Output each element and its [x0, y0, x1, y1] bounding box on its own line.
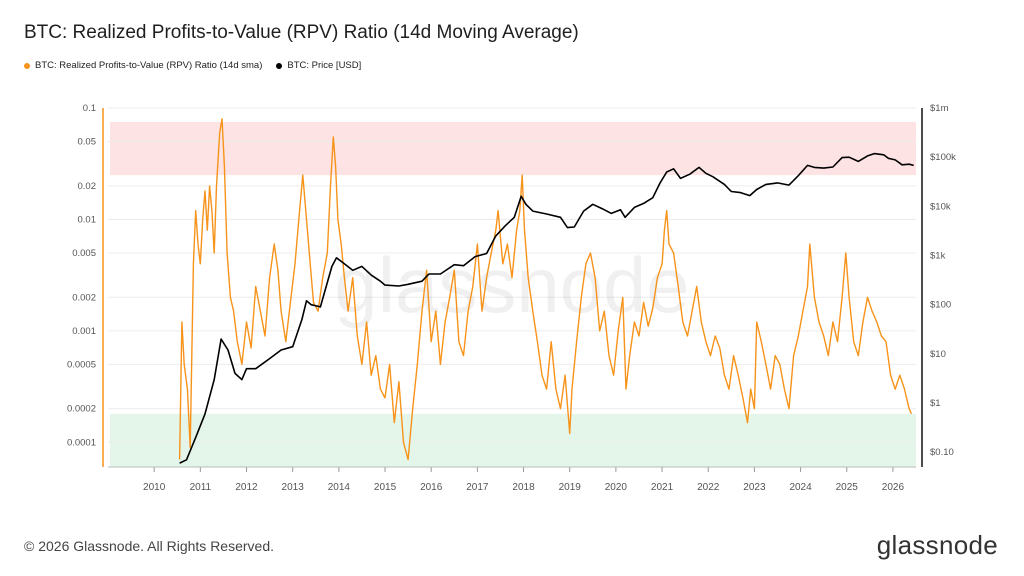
- x-tick-label: 2016: [420, 482, 443, 493]
- x-tick-label: 2018: [512, 482, 535, 493]
- legend-label-rpv: BTC: Realized Profits-to-Value (RPV) Rat…: [35, 60, 263, 71]
- left-tick-label: 0.0005: [67, 359, 96, 370]
- left-tick-label: 0.005: [72, 248, 96, 259]
- right-tick-label: $1k: [930, 251, 946, 262]
- brand-logo: glassnode: [876, 530, 998, 560]
- x-tick-label: 2021: [651, 482, 674, 493]
- x-tick-label: 2013: [282, 482, 305, 493]
- right-tick-label: $1: [930, 398, 941, 409]
- left-tick-label: 0.0002: [67, 404, 96, 415]
- legend-item-rpv[interactable]: BTC: Realized Profits-to-Value (RPV) Rat…: [24, 60, 262, 71]
- right-tick-label: $10: [930, 349, 946, 360]
- right-tick-label: $0.10: [930, 447, 954, 458]
- x-tick-label: 2015: [374, 482, 397, 493]
- x-tick-label: 2023: [743, 482, 766, 493]
- x-tick-label: 2020: [605, 482, 628, 493]
- band-high: [110, 121, 916, 176]
- legend-item-price[interactable]: BTC: Price [USD]: [276, 60, 361, 71]
- legend-label-price: BTC: Price [USD]: [287, 60, 362, 71]
- legend: BTC: Realized Profits-to-Value (RPV) Rat…: [24, 60, 361, 71]
- left-tick-label: 0.0001: [67, 437, 96, 448]
- x-tick-label: 2025: [836, 482, 859, 493]
- chart-title: BTC: Realized Profits-to-Value (RPV) Rat…: [24, 22, 579, 43]
- left-tick-label: 0.002: [72, 292, 96, 303]
- legend-dot-price: [276, 62, 283, 69]
- x-tick-label: 2011: [190, 482, 212, 493]
- right-tick-label: $1m: [930, 103, 949, 114]
- x-tick-label: 2012: [235, 482, 258, 493]
- right-tick-label: $100k: [930, 152, 956, 163]
- x-tick-label: 2019: [559, 482, 582, 493]
- x-tick-label: 2022: [697, 482, 720, 493]
- left-tick-label: 0.01: [78, 214, 97, 225]
- x-tick-label: 2010: [143, 482, 166, 493]
- series-line-price: [179, 152, 914, 464]
- x-tick-label: 2024: [789, 482, 812, 493]
- right-tick-label: $100: [930, 300, 951, 311]
- legend-dot-rpv: [24, 62, 30, 69]
- right-tick-label: $10k: [930, 201, 951, 212]
- x-tick-label: 2017: [466, 482, 489, 493]
- copyright-text: © 2026 Glassnode. All Rights Reserved.: [24, 538, 275, 554]
- band-low: [110, 413, 916, 467]
- left-tick-label: 0.001: [72, 326, 96, 337]
- left-tick-label: 0.05: [78, 137, 97, 148]
- series-line-rpv: [178, 118, 913, 461]
- left-tick-label: 0.02: [78, 181, 97, 192]
- x-tick-label: 2014: [328, 482, 351, 493]
- x-tick-label: 2026: [882, 482, 905, 493]
- left-tick-label: 0.1: [83, 103, 96, 114]
